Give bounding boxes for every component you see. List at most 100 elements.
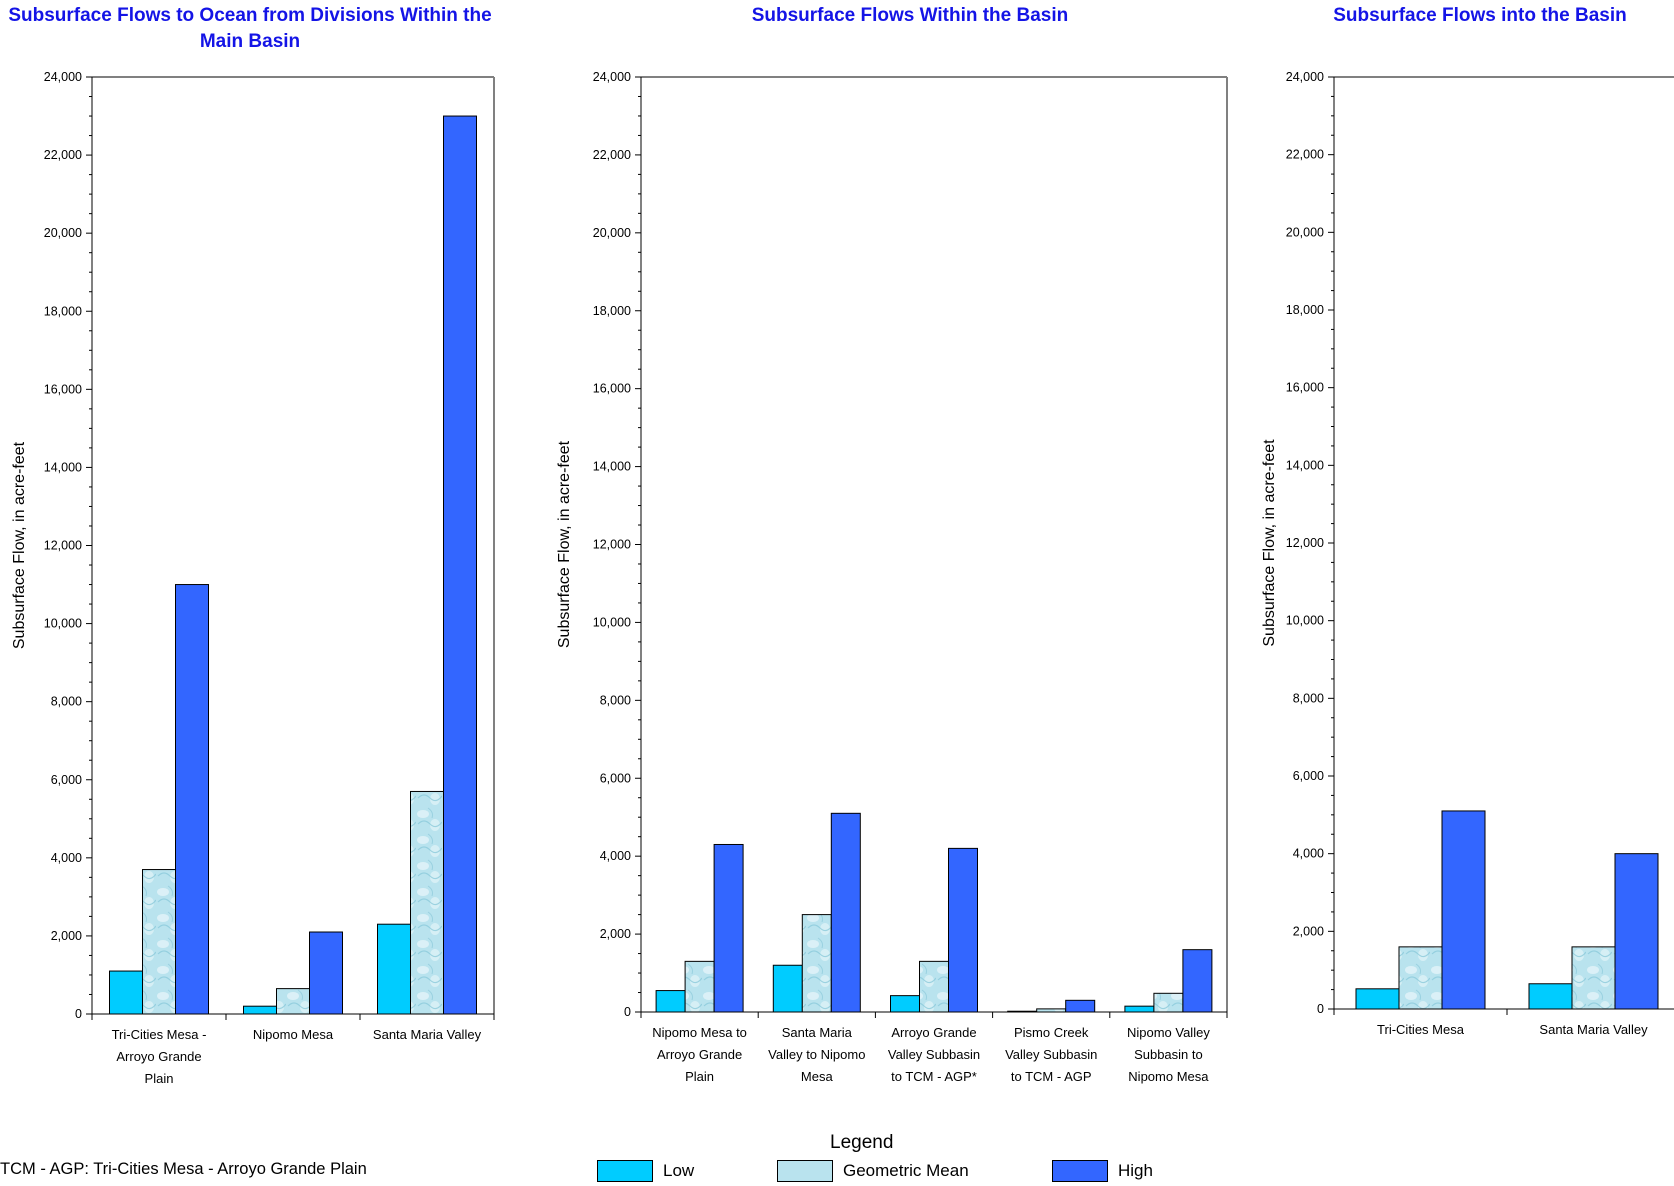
category-label: Arroyo Grande xyxy=(116,1049,201,1064)
category-label: to TCM - AGP* xyxy=(891,1069,977,1084)
y-tick-label: 6,000 xyxy=(51,773,82,787)
y-tick-label: 8,000 xyxy=(51,695,82,709)
footnote: TCM - AGP: Tri-Cities Mesa - Arroyo Gran… xyxy=(0,1160,367,1178)
legend-label-high: High xyxy=(1118,1161,1153,1180)
y-tick-label: 10,000 xyxy=(44,617,82,631)
y-tick-label: 24,000 xyxy=(1286,70,1324,84)
y-tick-label: 14,000 xyxy=(44,460,82,474)
y-tick-label: 0 xyxy=(75,1007,82,1021)
bar-high-nipomo-mesa-to-arroyo-grande-plain xyxy=(713,843,744,1013)
y-tick-label: 18,000 xyxy=(44,304,82,318)
y-axis-label: Subsurface Flow, in acre-feet xyxy=(1261,439,1278,647)
legend-label-low: Low xyxy=(663,1161,695,1180)
bar-high-arroyo-grande-valley-subbasin-to-tcm-agp xyxy=(948,847,978,1013)
bar-high-tri-cities-mesa xyxy=(1441,810,1486,1010)
bar-high-santa-maria-valley xyxy=(1614,853,1659,1010)
y-tick-label: 22,000 xyxy=(593,148,631,162)
legend-swatch-geometric-mean xyxy=(777,1160,833,1182)
y-tick-label: 4,000 xyxy=(51,851,82,865)
bar-low-tri-cities-mesa xyxy=(1355,988,1400,1010)
y-tick-label: 22,000 xyxy=(1286,148,1324,162)
y-tick-label: 6,000 xyxy=(1293,769,1324,783)
category-label: Tri-Cities Mesa - xyxy=(112,1027,207,1042)
y-tick-label: 2,000 xyxy=(600,927,631,941)
bar-geometric-mean-nipomo-mesa xyxy=(276,988,310,1015)
bar-geometric-mean-tri-cities-mesa-arroyo-grande-plain xyxy=(142,869,176,1015)
legend-swatch-low xyxy=(597,1160,653,1182)
y-tick-label: 8,000 xyxy=(1293,691,1324,705)
bar-high-nipomo-mesa xyxy=(309,931,343,1015)
y-axis-label: Subsurface Flow, in acre-feet xyxy=(11,441,28,649)
category-label: Nipomo Mesa xyxy=(253,1027,334,1042)
category-label: Plain xyxy=(685,1069,714,1084)
category-label: Valley to Nipomo xyxy=(768,1047,865,1062)
bar-geometric-mean-pismo-creek-valley-subbasin-to-tcm-agp xyxy=(1036,1008,1067,1013)
bar-low-arroyo-grande-valley-subbasin-to-tcm-agp xyxy=(890,995,920,1013)
y-tick-label: 6,000 xyxy=(600,771,631,785)
legend-item-geometric-mean: Geometric Mean xyxy=(777,1158,969,1184)
y-tick-label: 4,000 xyxy=(600,849,631,863)
bar-high-santa-maria-valley xyxy=(443,115,477,1015)
bar-geometric-mean-tri-cities-mesa xyxy=(1398,946,1443,1010)
bar-low-nipomo-mesa xyxy=(243,1005,277,1015)
y-tick-label: 8,000 xyxy=(600,693,631,707)
legend-label-geometric-mean: Geometric Mean xyxy=(843,1161,969,1180)
y-tick-label: 20,000 xyxy=(1286,225,1324,239)
category-label: Plain xyxy=(145,1071,174,1086)
bar-low-nipomo-valley-subbasin-to-nipomo-mesa xyxy=(1124,1005,1155,1013)
y-tick-label: 0 xyxy=(1317,1002,1324,1016)
y-tick-label: 2,000 xyxy=(51,929,82,943)
bar-geometric-mean-nipomo-mesa-to-arroyo-grande-plain xyxy=(684,960,715,1013)
legend-swatch-high xyxy=(1052,1160,1108,1182)
y-tick-label: 10,000 xyxy=(593,615,631,629)
category-label: to TCM - AGP xyxy=(1011,1069,1092,1084)
bar-geometric-mean-santa-maria-valley-to-nipomo-mesa xyxy=(801,914,832,1013)
category-label: Nipomo Mesa to xyxy=(652,1025,747,1040)
y-axis-label: Subsurface Flow, in acre-feet xyxy=(556,440,573,648)
category-label: Pismo Creek xyxy=(1014,1025,1089,1040)
category-label: Arroyo Grande xyxy=(657,1047,742,1062)
y-tick-label: 0 xyxy=(624,1005,631,1019)
y-tick-label: 20,000 xyxy=(593,226,631,240)
y-tick-label: 4,000 xyxy=(1293,847,1324,861)
legend-item-low: Low xyxy=(597,1158,694,1184)
legend-title: Legend xyxy=(830,1132,894,1153)
category-label: Santa Maria xyxy=(782,1025,853,1040)
category-label: Nipomo Valley xyxy=(1127,1025,1210,1040)
category-label: Santa Maria Valley xyxy=(373,1027,482,1042)
y-tick-label: 14,000 xyxy=(593,460,631,474)
y-tick-label: 10,000 xyxy=(1286,614,1324,628)
y-tick-label: 14,000 xyxy=(1286,458,1324,472)
bar-low-santa-maria-valley xyxy=(377,923,411,1015)
bar-low-pismo-creek-valley-subbasin-to-tcm-agp xyxy=(1007,1010,1038,1013)
y-tick-label: 18,000 xyxy=(593,304,631,318)
bar-low-santa-maria-valley-to-nipomo-mesa xyxy=(772,964,803,1013)
bar-low-tri-cities-mesa-arroyo-grande-plain xyxy=(109,970,143,1015)
bar-high-tri-cities-mesa-arroyo-grande-plain xyxy=(175,584,209,1015)
bar-high-pismo-creek-valley-subbasin-to-tcm-agp xyxy=(1065,999,1096,1013)
category-label: Nipomo Mesa xyxy=(1128,1069,1209,1084)
bar-low-santa-maria-valley xyxy=(1528,983,1573,1010)
y-tick-label: 12,000 xyxy=(1286,536,1324,550)
chart3-title: Subsurface Flows into the Basin xyxy=(1333,5,1627,26)
y-tick-label: 2,000 xyxy=(1293,924,1324,938)
y-tick-label: 16,000 xyxy=(593,382,631,396)
category-label: Valley Subbasin xyxy=(1005,1047,1097,1062)
y-tick-label: 20,000 xyxy=(44,226,82,240)
chart1-title: Subsurface Flows to Ocean from Divisions… xyxy=(8,5,492,52)
bar-geometric-mean-santa-maria-valley xyxy=(1571,946,1616,1010)
y-tick-label: 16,000 xyxy=(44,382,82,396)
y-tick-label: 24,000 xyxy=(44,70,82,84)
y-tick-label: 22,000 xyxy=(44,148,82,162)
bar-high-santa-maria-valley-to-nipomo-mesa xyxy=(830,812,861,1013)
bar-geometric-mean-arroyo-grande-valley-subbasin-to-tcm-agp xyxy=(919,960,949,1013)
bar-high-nipomo-valley-subbasin-to-nipomo-mesa xyxy=(1182,949,1213,1013)
category-label: Santa Maria Valley xyxy=(1539,1022,1648,1037)
y-tick-label: 16,000 xyxy=(1286,381,1324,395)
y-tick-label: 12,000 xyxy=(593,538,631,552)
y-tick-label: 12,000 xyxy=(44,539,82,553)
category-label: Tri-Cities Mesa xyxy=(1377,1022,1465,1037)
bar-geometric-mean-santa-maria-valley xyxy=(410,790,444,1015)
bar-low-nipomo-mesa-to-arroyo-grande-plain xyxy=(655,990,686,1013)
